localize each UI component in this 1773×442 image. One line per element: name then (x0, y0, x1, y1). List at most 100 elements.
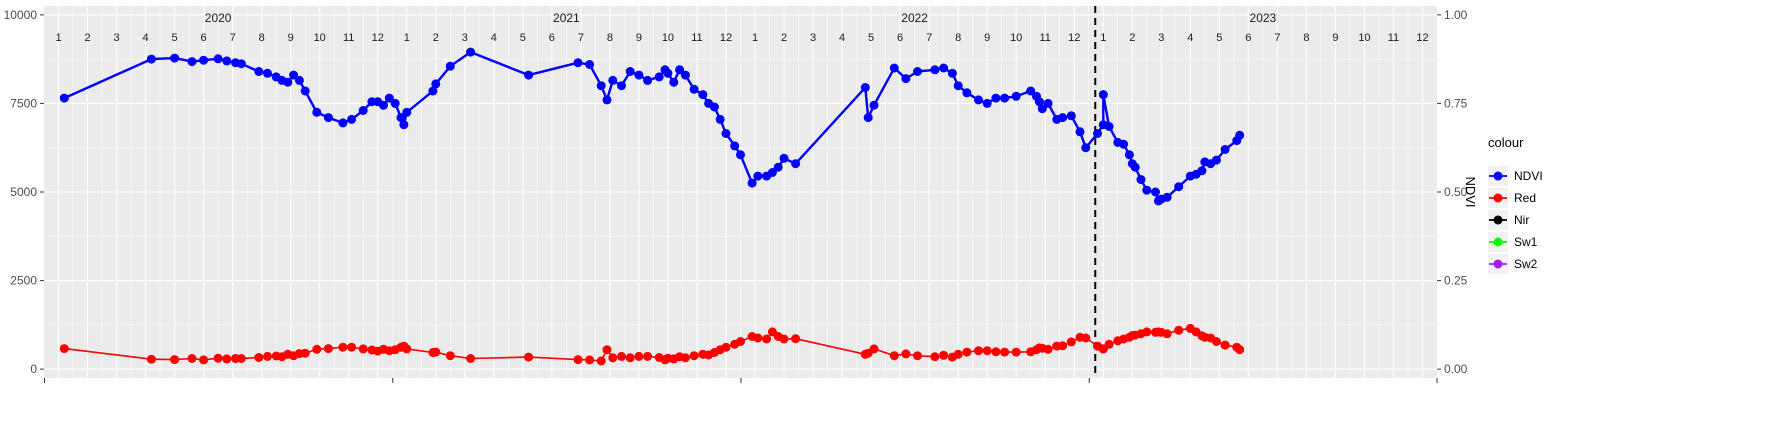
data-point-ndvi (736, 150, 745, 160)
data-point-ndvi (573, 58, 583, 68)
data-point-red (146, 354, 156, 364)
month-label: 11 (1388, 32, 1399, 44)
month-label: 6 (897, 32, 903, 44)
data-point-ndvi (654, 72, 664, 82)
month-label: 4 (1187, 32, 1193, 44)
data-point-red (1104, 339, 1114, 349)
data-point-red (889, 351, 899, 361)
data-point-ndvi (889, 63, 899, 73)
legend-key-point (1493, 259, 1503, 269)
data-point-ndvi (428, 86, 438, 96)
data-point-red (602, 345, 612, 355)
legend-label: Red (1514, 191, 1536, 205)
data-point-ndvi (947, 68, 957, 78)
month-label: 11 (1040, 32, 1051, 44)
month-label: 2 (781, 32, 787, 44)
data-point-ndvi (643, 75, 653, 85)
legend-entry-sw1: Sw1 (1488, 232, 1538, 252)
data-point-ndvi (402, 107, 412, 117)
data-point-red (585, 355, 595, 365)
legend-entry-red: Red (1488, 188, 1536, 208)
data-point-red (170, 355, 180, 365)
legend-entry-nir: Nir (1488, 210, 1529, 230)
data-point-red (634, 351, 644, 361)
data-point-red (573, 355, 583, 365)
data-point-ndvi (1151, 187, 1160, 197)
data-point-ndvi (596, 81, 606, 91)
month-label: 10 (314, 32, 326, 44)
data-point-red (1081, 333, 1091, 343)
y-left-tick-label: 7500 (10, 96, 37, 110)
data-point-ndvi (869, 100, 879, 110)
year-label-2022: 2022 (901, 11, 928, 25)
data-point-ndvi (283, 77, 293, 87)
month-label: 2 (84, 32, 90, 44)
data-point-ndvi (901, 74, 911, 84)
data-point-ndvi (1104, 122, 1114, 131)
data-point-ndvi (773, 162, 783, 172)
data-point-ndvi (663, 68, 673, 78)
y-left-tick-label: 10000 (4, 8, 38, 22)
y-right-tick-label: 0.25 (1444, 274, 1468, 288)
data-point-red (869, 344, 879, 354)
data-point-ndvi (1058, 113, 1068, 123)
year-label-2020: 2020 (205, 11, 232, 25)
y-axis-right-title: NDVI (1463, 176, 1478, 207)
series-red (59, 323, 1245, 366)
data-point-ndvi (338, 118, 348, 128)
data-point-ndvi (1220, 145, 1230, 154)
series-layer (59, 47, 1245, 366)
month-label: 10 (1010, 32, 1022, 44)
month-label: 9 (984, 32, 990, 44)
data-point-ndvi (913, 67, 922, 76)
data-point-red (347, 342, 357, 352)
data-point-ndvi (289, 70, 299, 80)
month-label: 6 (201, 32, 207, 44)
data-point-ndvi (1075, 127, 1085, 137)
legend-label: Nir (1514, 213, 1529, 227)
month-label: 8 (259, 32, 265, 44)
legend-key-point (1493, 215, 1503, 225)
data-point-ndvi (358, 106, 368, 115)
data-point-red (300, 348, 310, 358)
data-point-ndvi (170, 53, 180, 63)
month-label: 4 (491, 32, 497, 44)
data-point-red (1142, 327, 1152, 337)
month-label: 1 (752, 32, 758, 44)
month-label: 11 (691, 32, 702, 44)
data-point-ndvi (222, 56, 232, 66)
data-point-ndvi (602, 95, 612, 105)
data-point-ndvi (187, 57, 197, 67)
month-label: 3 (113, 32, 119, 44)
data-point-red (524, 352, 534, 362)
month-label: 1 (1100, 32, 1106, 44)
data-point-ndvi (1174, 182, 1184, 192)
data-point-ndvi (1000, 93, 1010, 103)
data-point-red (445, 351, 455, 361)
y-left-tick-label: 2500 (10, 274, 37, 288)
data-point-red (762, 334, 772, 344)
legend-label: Sw2 (1514, 257, 1538, 271)
data-point-ndvi (1011, 91, 1021, 101)
data-point-red (689, 351, 699, 361)
month-label: 12 (372, 32, 384, 44)
month-label: 1 (404, 32, 410, 44)
data-point-red (1162, 329, 1172, 339)
data-point-red (721, 342, 731, 352)
legend-key-point (1493, 193, 1503, 203)
data-point-ndvi (939, 63, 949, 73)
month-label: 9 (288, 32, 294, 44)
data-point-red (1211, 337, 1221, 346)
data-point-ndvi (680, 70, 690, 80)
data-point-red (625, 353, 635, 363)
month-label: 6 (549, 32, 555, 44)
data-point-ndvi (982, 98, 992, 108)
data-point-red (358, 344, 368, 354)
y-right-tick-label: 0.00 (1444, 362, 1468, 376)
data-point-red (236, 354, 246, 363)
month-label: 12 (1416, 32, 1428, 44)
data-point-red (617, 351, 626, 361)
data-point-ndvi (213, 54, 223, 64)
data-point-red (736, 337, 745, 346)
